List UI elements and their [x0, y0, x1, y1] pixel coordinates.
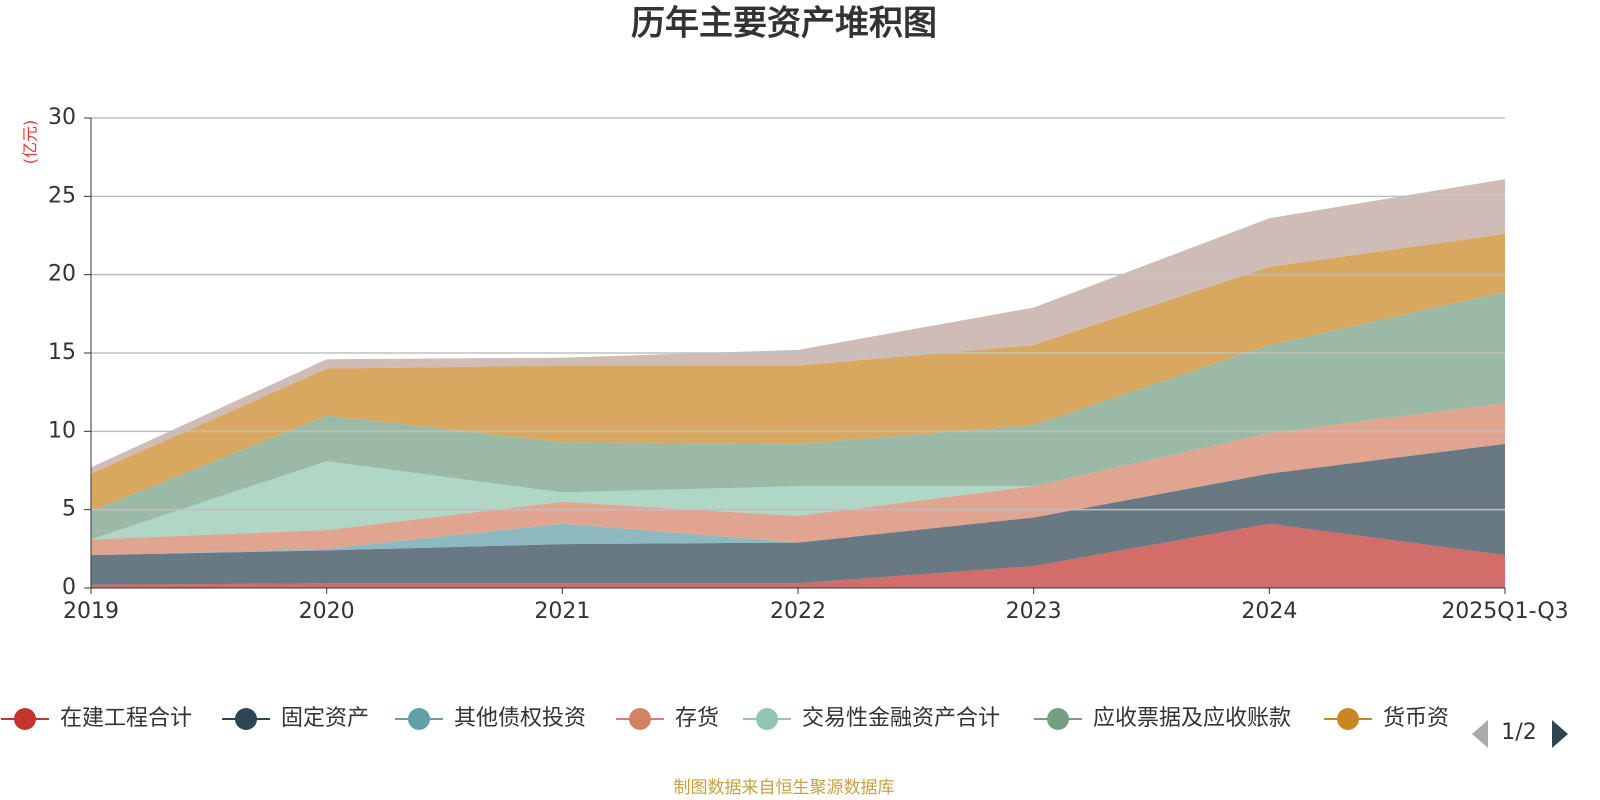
- areas: [91, 179, 1505, 588]
- area: [91, 291, 1505, 540]
- x-tick-label: 2019: [63, 599, 119, 624]
- y-tick-label: 25: [48, 183, 76, 208]
- area: [91, 403, 1505, 556]
- legend-icon: [1047, 708, 1069, 730]
- source-note: 制图数据来自恒生聚源数据库: [674, 778, 895, 798]
- legend-icon: [629, 708, 651, 730]
- area: [91, 233, 1505, 512]
- area: [91, 179, 1505, 474]
- legend-item[interactable]: 在建工程合计: [1, 706, 192, 731]
- legend-icon: [1337, 708, 1359, 730]
- y-tick-label: 0: [62, 575, 76, 600]
- legend-icon: [408, 708, 430, 730]
- y-tick-label: 5: [62, 497, 76, 522]
- legend-label: 固定资产: [281, 706, 369, 731]
- legend-item[interactable]: 交易性金融资产合计: [743, 706, 1000, 731]
- legend-label: 交易性金融资产合计: [802, 706, 1000, 731]
- legend-icon: [14, 708, 36, 730]
- legend-item[interactable]: 应收票据及应收账款: [1034, 706, 1291, 731]
- legend-page: 1/2: [1501, 720, 1536, 745]
- y-unit: (亿元): [21, 120, 40, 165]
- legend-item[interactable]: 固定资产: [222, 706, 369, 731]
- y-tick-label: 15: [48, 340, 76, 365]
- chart-title: 历年主要资产堆积图: [631, 4, 937, 44]
- legend-prev[interactable]: [1472, 720, 1488, 748]
- legend-label: 应收票据及应收账款: [1093, 706, 1291, 731]
- legend-icon: [235, 708, 257, 730]
- legend-item[interactable]: 存货: [616, 706, 719, 731]
- area: [91, 523, 1505, 588]
- area: [91, 403, 1505, 540]
- x-tick-label: 2023: [1006, 599, 1062, 624]
- x-tick-label: 2021: [534, 599, 590, 624]
- x-tick-label: 2020: [299, 599, 355, 624]
- x-tick-label: 2022: [770, 599, 826, 624]
- legend-item[interactable]: 货币资: [1324, 706, 1449, 731]
- legend-label: 在建工程合计: [60, 706, 192, 731]
- legend-label: 货币资: [1383, 706, 1449, 731]
- y-tick-label: 10: [48, 418, 76, 443]
- y-tick-label: 30: [48, 105, 76, 130]
- x-tick-label: 2025Q1-Q3: [1441, 599, 1568, 624]
- legend-item[interactable]: 其他债权投资: [395, 706, 586, 731]
- legend-label: 存货: [675, 706, 719, 731]
- area: [91, 443, 1505, 585]
- y-tick-label: 20: [48, 262, 76, 287]
- legend-label: 其他债权投资: [454, 706, 586, 731]
- legend-next[interactable]: [1552, 720, 1568, 748]
- x-tick-label: 2024: [1241, 599, 1297, 624]
- legend-icon: [756, 708, 778, 730]
